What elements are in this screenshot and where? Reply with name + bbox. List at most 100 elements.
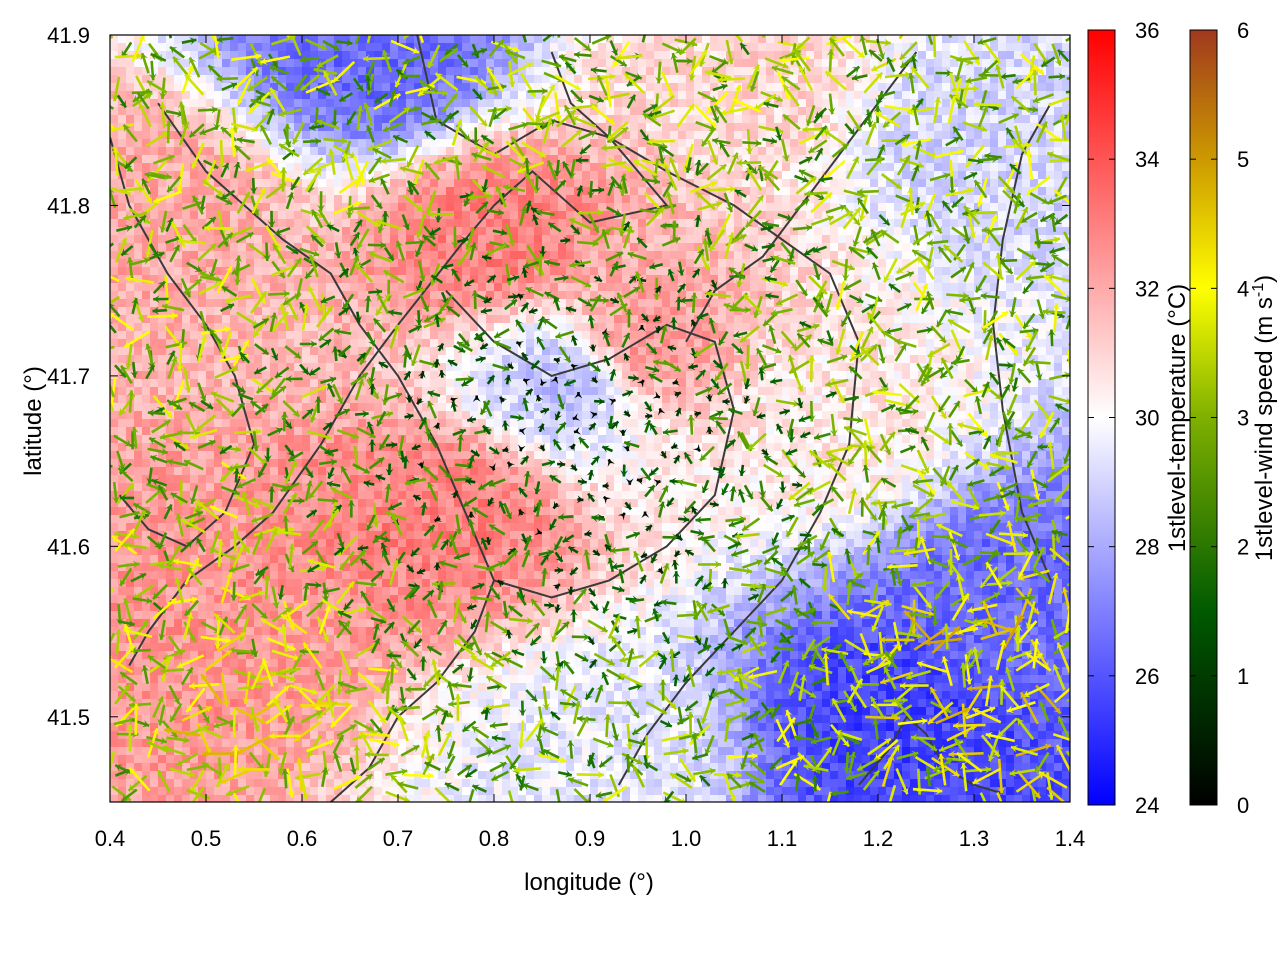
heatmap-cell [1054, 347, 1063, 356]
heatmap-cell [278, 51, 287, 60]
heatmap-cell [694, 107, 703, 116]
heatmap-cell [246, 59, 255, 68]
heatmap-cell [854, 235, 863, 244]
heatmap-cell [766, 51, 775, 60]
heatmap-cell [1030, 115, 1039, 124]
heatmap-cell [518, 171, 527, 180]
heatmap-cell [510, 131, 519, 140]
heatmap-cell [1054, 339, 1063, 348]
heatmap-cell [958, 139, 967, 148]
heatmap-cell [662, 107, 671, 116]
heatmap-cell [302, 99, 311, 108]
heatmap-cell [886, 171, 895, 180]
heatmap-cell [798, 211, 807, 220]
heatmap-cell [622, 219, 631, 228]
heatmap-cell [1062, 43, 1070, 52]
heatmap-cell [270, 275, 279, 284]
heatmap-cell [590, 211, 599, 220]
heatmap-cell [1038, 59, 1047, 68]
heatmap-cell [646, 275, 655, 284]
heatmap-cell [742, 163, 751, 172]
heatmap-cell [646, 235, 655, 244]
heatmap-cell [318, 131, 327, 140]
heatmap-cell [222, 43, 231, 52]
heatmap-cell [590, 203, 599, 212]
heatmap-cell [510, 99, 519, 108]
heatmap-cell [766, 155, 775, 164]
heatmap-cell [838, 43, 847, 52]
heatmap-cell [846, 179, 855, 188]
heatmap-cell [742, 123, 751, 132]
heatmap-cell [246, 259, 255, 268]
heatmap-cell [390, 243, 399, 252]
heatmap-cell [126, 59, 135, 68]
heatmap-cell [390, 251, 399, 260]
heatmap-cell [158, 203, 167, 212]
heatmap-cell [190, 259, 199, 268]
heatmap-cell [446, 195, 455, 204]
heatmap-cell [494, 139, 503, 148]
heatmap-cell [374, 115, 383, 124]
heatmap-cell [502, 115, 511, 124]
heatmap-cell [966, 355, 975, 364]
heatmap-cell [630, 219, 639, 228]
heatmap-cell [550, 67, 559, 76]
heatmap-cell [702, 99, 711, 108]
heatmap-cell [454, 131, 463, 140]
heatmap-cell [390, 43, 399, 52]
heatmap-cell [774, 171, 783, 180]
heatmap-cell [806, 131, 815, 140]
heatmap-cell [134, 131, 143, 140]
heatmap-cell [990, 187, 999, 196]
heatmap-cell [838, 219, 847, 228]
heatmap-cell [566, 187, 575, 196]
heatmap-cell [206, 99, 215, 108]
heatmap-cell [126, 227, 135, 236]
heatmap-cell [118, 83, 127, 92]
heatmap-cell [678, 91, 687, 100]
heatmap-cell [630, 99, 639, 108]
heatmap-cell [1038, 99, 1047, 108]
heatmap-cell [598, 179, 607, 188]
heatmap-cell [358, 147, 367, 156]
heatmap-cell [758, 147, 767, 156]
heatmap-cell [846, 99, 855, 108]
heatmap-cell [742, 51, 751, 60]
heatmap-cell [1006, 227, 1015, 236]
heatmap-cell [814, 155, 823, 164]
heatmap-cell [422, 99, 431, 108]
heatmap-cell [214, 363, 223, 372]
heatmap-cell [366, 211, 375, 220]
heatmap-cell [630, 235, 639, 244]
heatmap-cell [358, 187, 367, 196]
heatmap-cell [334, 299, 343, 308]
heatmap-cell [598, 211, 607, 220]
heatmap-cell [126, 67, 135, 76]
heatmap-cell [910, 187, 919, 196]
heatmap-cell [614, 171, 623, 180]
heatmap-cell [534, 211, 543, 220]
heatmap-cell [614, 123, 623, 132]
heatmap-cell [1046, 75, 1055, 84]
heatmap-cell [262, 355, 271, 364]
heatmap-cell [350, 51, 359, 60]
heatmap-cell [582, 91, 591, 100]
heatmap-cell [950, 107, 959, 116]
heatmap-cell [782, 315, 791, 324]
heatmap-cell [878, 235, 887, 244]
heatmap-cell [158, 51, 167, 60]
heatmap-cell [222, 243, 231, 252]
heatmap-cell [662, 35, 671, 44]
heatmap-cell [894, 211, 903, 220]
heatmap-cell [262, 107, 271, 116]
heatmap-cell [526, 347, 535, 356]
heatmap-cell [358, 139, 367, 148]
heatmap-cell [670, 331, 679, 340]
heatmap-cell [470, 227, 479, 236]
heatmap-cell [710, 91, 719, 100]
heatmap-cell [934, 115, 943, 124]
heatmap-cell [782, 99, 791, 108]
heatmap-cell [862, 123, 871, 132]
heatmap-cell [1054, 331, 1063, 340]
heatmap-cell [830, 171, 839, 180]
